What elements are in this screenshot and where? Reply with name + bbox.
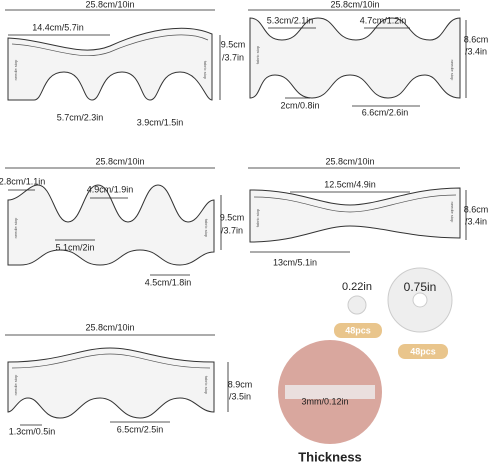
stop-label: needle stop — [450, 202, 455, 223]
dimension-label: 2.8cm/1.1in — [0, 176, 45, 186]
dimension-label: 9.5cm — [221, 39, 246, 49]
dots: 0.22in 48pcs 0.75in 48pcs — [334, 267, 453, 359]
stop-label: needle stop — [13, 374, 18, 395]
dimension-label: 1.3cm/0.5in — [9, 426, 56, 436]
width-label: 25.8cm/10in — [85, 322, 134, 332]
dimension-label: 5.1cm/2in — [55, 242, 94, 252]
dot-count: 48pcs — [410, 346, 436, 356]
width-label: 25.8cm/10in — [85, 0, 134, 9]
dimension-label: 12.5cm/4.9in — [324, 179, 376, 189]
dimension-label: 4.9cm/1.9in — [87, 184, 134, 194]
dimension-label: /3.5in — [229, 391, 251, 401]
dimension-label: 3.9cm/1.5in — [137, 117, 184, 127]
thickness-title: Thickness — [298, 449, 362, 464]
dimension-label: /3.7in — [222, 52, 244, 62]
stop-label: fabric stop — [204, 376, 209, 395]
dot-count: 48pcs — [345, 325, 371, 335]
stop-label: fabric stop — [204, 219, 209, 238]
template-1: 25.8cm/10in 14.4cm/5.7in 9.5cm /3.7in 5.… — [5, 0, 245, 127]
dimension-label: 4.5cm/1.8in — [145, 277, 192, 287]
width-label: 25.8cm/10in — [325, 156, 374, 166]
dot-size: 0.22in — [342, 281, 372, 293]
dimension-label: 8.6cm — [464, 204, 488, 214]
dot-size: 0.75in — [404, 280, 437, 294]
dimension-label: 6.5cm/2.5in — [117, 424, 164, 434]
dimension-label: 4.7cm/1.2in — [360, 15, 407, 25]
stop-label: fabric stop — [203, 61, 208, 80]
template-5: 25.8cm/10in 8.9cm /3.5in 1.3cm/0.5in 6.5… — [5, 322, 252, 436]
dimension-label: 8.6cm — [464, 34, 488, 44]
dimension-label: 5.7cm/2.3in — [57, 112, 104, 122]
dimension-label: /3.7in — [221, 225, 243, 235]
stop-label: fabric stop — [255, 45, 260, 64]
template-3: 25.8cm/10in 2.8cm/1.1in 4.9cm/1.9in 9.5c… — [0, 156, 244, 287]
dimension-label: 13cm/5.1in — [273, 257, 317, 267]
template-2: 25.8cm/10in 5.3cm/2.1in 4.7cm/1.2in 8.6c… — [248, 0, 488, 117]
stop-label: needle stop — [450, 60, 455, 81]
thickness-value: 3mm/0.12in — [301, 396, 348, 406]
dimension-label: /3.4in — [465, 46, 487, 56]
width-label: 25.8cm/10in — [330, 0, 379, 9]
dimension-label: /3.4in — [465, 216, 487, 226]
thickness: 3mm/0.12in Thickness — [278, 340, 382, 464]
dimension-label: 2cm/0.8in — [280, 100, 319, 110]
dimension-label: 6.6cm/2.6in — [362, 107, 409, 117]
stop-label: needle stop — [13, 217, 18, 238]
dimension-label: 9.5cm — [220, 212, 245, 222]
dimension-label: 8.9cm — [228, 379, 253, 389]
stop-label: needle stop — [13, 59, 18, 80]
dimension-label: 14.4cm/5.7in — [32, 22, 84, 32]
dimension-label: 5.3cm/2.1in — [267, 15, 314, 25]
template-4: 25.8cm/10in 12.5cm/4.9in 8.6cm /3.4in 13… — [248, 156, 488, 267]
width-label: 25.8cm/10in — [95, 156, 144, 166]
stop-label: fabric stop — [255, 208, 260, 227]
